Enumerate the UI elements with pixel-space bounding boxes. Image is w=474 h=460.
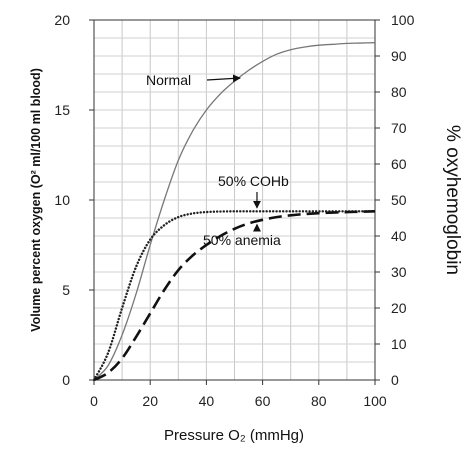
right-axis-title: % oxyhemoglobin [442,125,463,275]
left-tick-label: 20 [54,12,70,28]
right-tick-label: 90 [391,48,407,64]
annotation-arrow-normal [206,74,241,83]
right-axis-ticks: 0 10 20 30 40 50 60 70 80 90 100 [375,12,415,388]
annotation-label-normal: Normal [146,72,191,88]
left-tick-label: 15 [54,102,70,118]
right-tick-label: 40 [391,228,407,244]
left-tick-label: 0 [62,372,70,388]
right-tick-label: 10 [391,336,407,352]
right-tick-label: 100 [391,12,415,28]
left-axis-title: Volume percent oxygen (O² ml/100 ml bloo… [29,68,43,332]
left-tick-label: 5 [62,282,70,298]
annotation-label-anemia: 50% anemia [203,232,281,248]
right-tick-label: 30 [391,264,407,280]
x-axis-title: Pressure O₂ (mmHg) [164,427,304,444]
left-axis-ticks: 0 5 10 15 20 [54,12,94,388]
x-tick-label: 80 [311,393,327,409]
x-tick-label: 40 [199,393,215,409]
right-tick-label: 50 [391,192,407,208]
right-tick-label: 70 [391,120,407,136]
right-tick-label: 20 [391,300,407,316]
grid-lines [94,20,375,380]
annotations: Normal 50% COHb 50% anemia [146,72,289,248]
x-axis-ticks: 0 20 40 60 80 100 [90,380,387,409]
right-tick-label: 80 [391,84,407,100]
x-tick-label: 60 [255,393,271,409]
right-tick-label: 60 [391,156,407,172]
annotation-label-cohb: 50% COHb [218,173,289,189]
x-tick-label: 0 [90,393,98,409]
left-tick-label: 10 [54,192,70,208]
x-tick-label: 100 [363,393,387,409]
series-line-50-cohb [92,210,377,382]
series-line-50-anemia [93,210,376,382]
x-tick-label: 20 [142,393,158,409]
right-tick-label: 0 [391,372,399,388]
